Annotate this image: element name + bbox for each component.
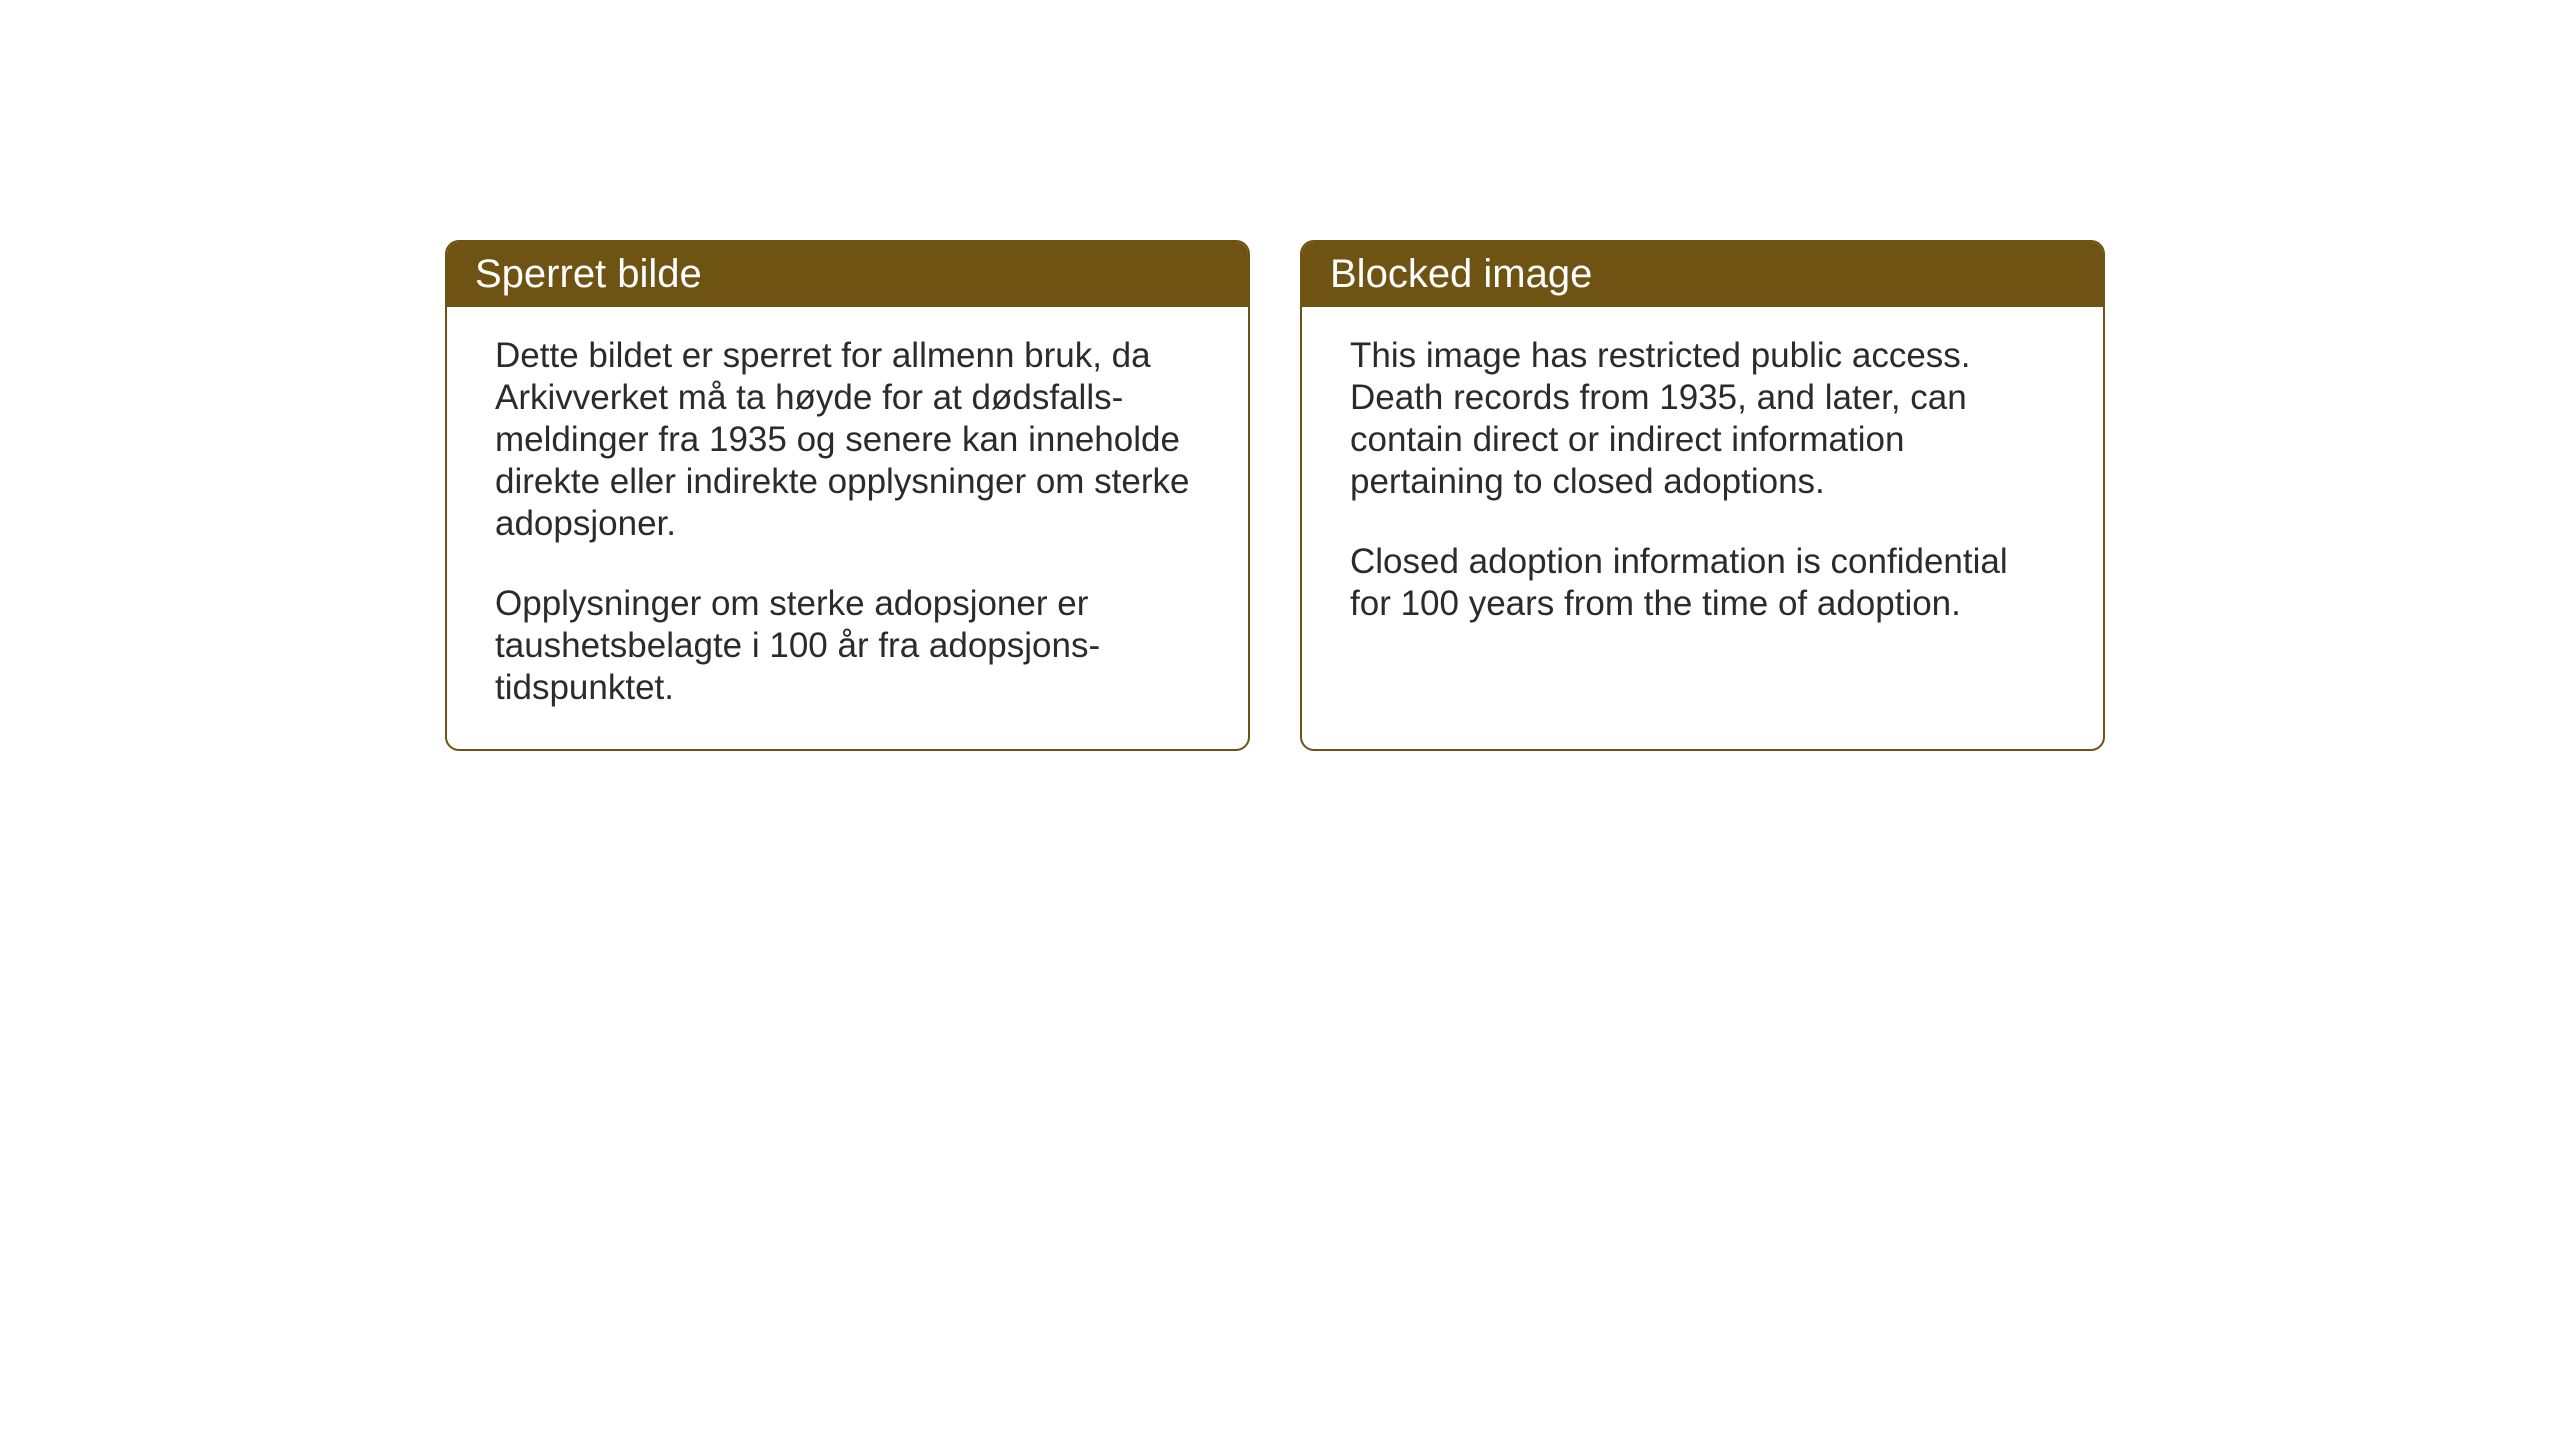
card-english: Blocked image This image has restricted … bbox=[1300, 240, 2105, 751]
paragraph-text: This image has restricted public access.… bbox=[1350, 335, 2055, 503]
paragraph-text: Closed adoption information is confident… bbox=[1350, 541, 2055, 625]
card-norwegian: Sperret bilde Dette bildet er sperret fo… bbox=[445, 240, 1250, 751]
paragraph-text: Dette bildet er sperret for allmenn bruk… bbox=[495, 335, 1200, 545]
card-body-norwegian: Dette bildet er sperret for allmenn bruk… bbox=[447, 307, 1248, 749]
card-header-norwegian: Sperret bilde bbox=[447, 242, 1248, 307]
paragraph-text: Opplysninger om sterke adopsjoner er tau… bbox=[495, 583, 1200, 709]
cards-container: Sperret bilde Dette bildet er sperret fo… bbox=[445, 240, 2105, 751]
card-header-english: Blocked image bbox=[1302, 242, 2103, 307]
card-body-english: This image has restricted public access.… bbox=[1302, 307, 2103, 665]
